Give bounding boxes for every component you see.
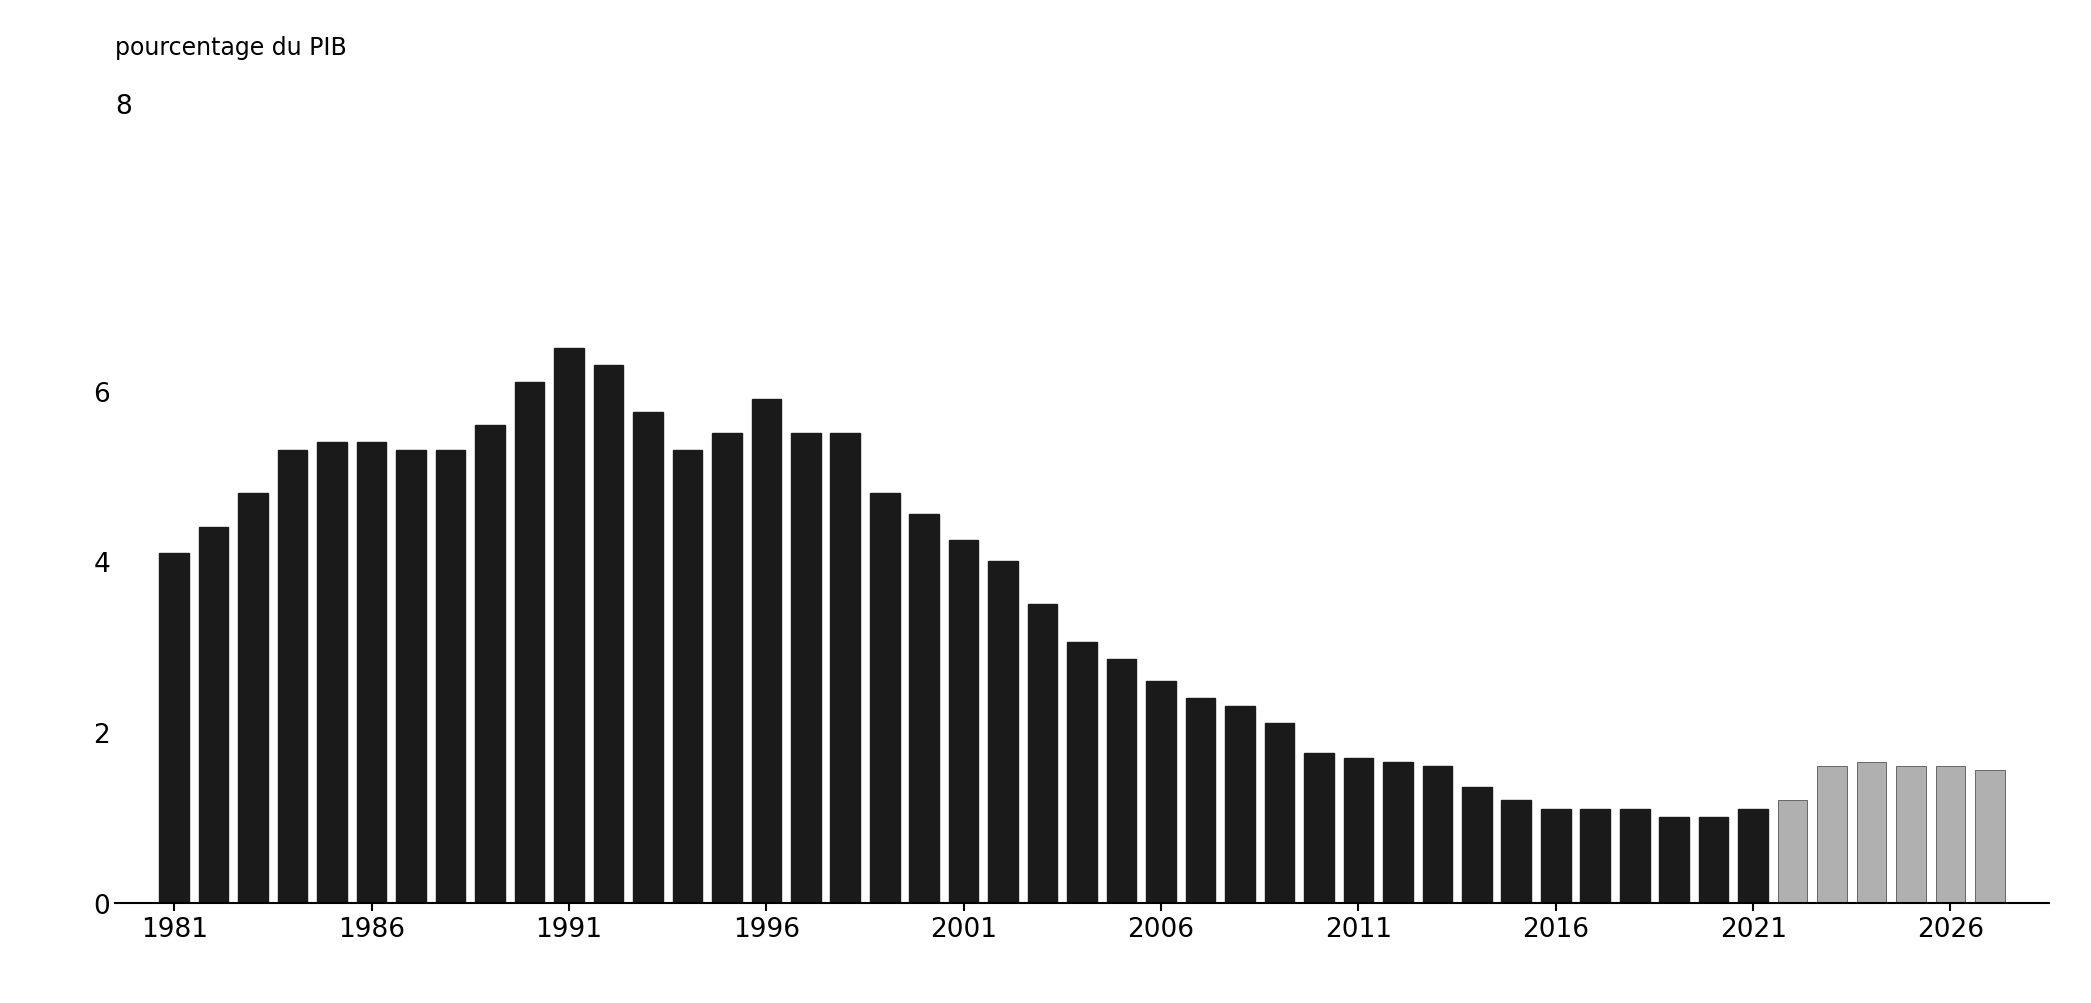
Bar xyxy=(1817,766,1846,903)
Bar xyxy=(1146,681,1175,903)
Bar xyxy=(1305,753,1334,903)
Bar xyxy=(673,451,703,903)
Bar xyxy=(1738,808,1767,903)
Bar xyxy=(238,493,268,903)
Bar xyxy=(1066,643,1098,903)
Bar xyxy=(1225,706,1255,903)
Text: pourcentage du PIB: pourcentage du PIB xyxy=(115,36,347,60)
Bar xyxy=(397,451,427,903)
Bar xyxy=(1462,787,1491,903)
Bar xyxy=(1936,766,1966,903)
Bar xyxy=(1345,758,1374,903)
Bar xyxy=(1265,724,1294,903)
Bar xyxy=(830,433,859,903)
Bar xyxy=(1541,808,1570,903)
Bar xyxy=(1029,604,1058,903)
Bar xyxy=(1106,660,1135,903)
Bar xyxy=(1698,817,1729,903)
Bar xyxy=(358,442,387,903)
Bar xyxy=(159,554,188,903)
Bar xyxy=(1777,800,1807,903)
Bar xyxy=(514,382,544,903)
Bar xyxy=(1382,762,1414,903)
Bar xyxy=(910,515,939,903)
Bar xyxy=(1976,770,2005,903)
Bar xyxy=(1857,762,1886,903)
Bar xyxy=(1660,817,1690,903)
Bar xyxy=(1581,808,1610,903)
Bar xyxy=(634,412,663,903)
Bar xyxy=(949,541,979,903)
Text: 8: 8 xyxy=(115,94,132,120)
Bar xyxy=(1186,698,1215,903)
Bar xyxy=(278,451,307,903)
Bar xyxy=(989,562,1018,903)
Bar xyxy=(594,365,623,903)
Bar xyxy=(1422,766,1451,903)
Bar xyxy=(1501,800,1531,903)
Bar xyxy=(713,433,742,903)
Bar xyxy=(870,493,899,903)
Bar xyxy=(475,425,504,903)
Bar xyxy=(435,451,466,903)
Bar xyxy=(1897,766,1926,903)
Bar xyxy=(199,528,228,903)
Bar xyxy=(318,442,347,903)
Bar xyxy=(554,348,583,903)
Bar xyxy=(751,399,782,903)
Bar xyxy=(1621,808,1650,903)
Bar xyxy=(790,433,820,903)
